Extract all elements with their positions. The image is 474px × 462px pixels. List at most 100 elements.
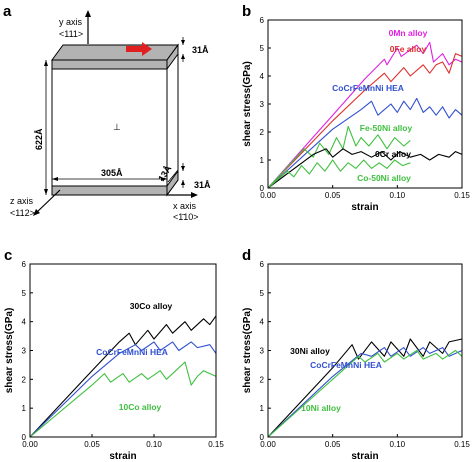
x-tick-label: 0.10	[146, 440, 162, 449]
y-tick-label: 6	[260, 16, 265, 25]
width-label: 305Å	[101, 168, 123, 178]
series-label-d-0: 30Ni alloy	[290, 346, 330, 356]
series-line-b-0	[267, 41, 463, 189]
series-label-b-0: 0Mn alloy	[389, 28, 428, 38]
x-axis-direction: <1̄10>	[173, 212, 199, 222]
series-line-d-0	[267, 338, 463, 438]
width-arrowhead-left-icon	[52, 177, 58, 181]
height-label: 622Å	[34, 128, 44, 150]
bottom-slab-side	[166, 169, 179, 197]
top-slab-thickness: 31Å	[192, 45, 209, 55]
y-tick-label: 2	[260, 375, 265, 384]
height-arrowhead-top-icon	[44, 60, 48, 66]
y-tick-label: 2	[260, 128, 265, 137]
series-line-c-1	[29, 341, 217, 438]
series-line-c-0	[29, 315, 217, 438]
y-tick-label: 1	[22, 404, 27, 413]
x-tick-label: 0.05	[84, 440, 100, 449]
series-label-b-2: CoCrFeMnNi HEA	[332, 83, 404, 93]
y-tick-label: 5	[260, 289, 265, 298]
series-label-d-1: CoCrFeMnNi HEA	[310, 360, 382, 370]
y-tick-label: 3	[260, 347, 265, 356]
panel-label-b: b	[242, 3, 251, 20]
y-tick-label: 4	[260, 72, 265, 81]
y-tick-label: 0	[260, 184, 265, 193]
z-axis-direction: <112>	[10, 208, 35, 218]
y-axis-title-b: shear stress(GPa)	[242, 61, 253, 147]
series-label-c-0: 30Co alloy	[130, 301, 173, 311]
series-line-b-4	[267, 148, 463, 189]
panel-label-d: d	[242, 247, 251, 264]
series-line-c-2	[29, 361, 217, 438]
bottom-slab-arrowhead-icon	[181, 166, 185, 171]
shear-direction-arrow-icon	[126, 42, 152, 56]
chart-panel-c: c 0.00 0.05 0.10 0.15 0 1 2 3 4 5 6 strain shear stre…	[4, 247, 224, 462]
x-tick-label: 0.15	[208, 440, 224, 449]
bottom-slab	[51, 185, 168, 196]
x-tick-label: 0.05	[325, 191, 341, 200]
x-tick-label: 0.05	[325, 440, 341, 449]
y-tick-label: 5	[260, 44, 265, 53]
y-tick-label: 0	[260, 433, 265, 442]
plot-frame-b	[267, 19, 463, 189]
series-label-d-2: 10Ni alloy	[301, 403, 341, 413]
series-line-d-1	[267, 347, 463, 438]
x-axis-title-b: strain	[351, 202, 378, 213]
y-tick-label: 6	[22, 260, 27, 269]
series-line-b-3	[267, 125, 411, 189]
x-axis-arrowhead-icon	[191, 192, 198, 198]
series-line-d-2	[267, 349, 463, 438]
chart-panel-d: d 0.00 0.05 0.10 0.15 0 1 2 3 4 5 6 strain shear stre…	[242, 247, 470, 462]
box-top-face	[51, 44, 179, 61]
bottom-slab-thickness: 31Å	[194, 180, 211, 190]
series-line-b-1	[267, 53, 463, 189]
x-axis-title-c: strain	[109, 451, 136, 462]
dislocation-symbol: ⊥	[113, 122, 121, 132]
x-tick-label: 0.00	[260, 440, 276, 449]
panel-label-a: a	[3, 3, 12, 20]
series-label-b-5: Co-50Ni alloy	[357, 173, 411, 183]
y-tick-label: 1	[260, 156, 265, 165]
y-tick-label: 0	[22, 433, 27, 442]
height-arrowhead-bottom-icon	[44, 189, 48, 195]
y-axis-direction: <111>	[59, 29, 83, 39]
x-axis-label: x axis	[173, 201, 197, 211]
y-axis-label: y axis	[59, 17, 83, 27]
series-label-c-1: CoCrFeMnNi HEA	[96, 347, 168, 357]
y-axis-arrowhead-icon	[85, 10, 91, 17]
panel-label-c: c	[4, 247, 12, 264]
z-axis-label: z axis	[10, 196, 34, 206]
x-tick-label: 0.10	[390, 191, 406, 200]
y-tick-label: 5	[22, 289, 27, 298]
series-line-b-5	[267, 159, 411, 189]
y-tick-label: 3	[22, 347, 27, 356]
z-axis-arrow	[35, 189, 61, 214]
x-tick-label: 0.00	[260, 191, 276, 200]
top-slab-arrowhead-lower-icon	[181, 54, 185, 59]
series-label-b-3: Fe-50Ni alloy	[360, 123, 413, 133]
top-slab-arrowhead-icon	[181, 40, 185, 45]
width-arrowhead-right-icon	[161, 177, 167, 181]
y-tick-label: 2	[22, 375, 27, 384]
series-label-b-1: 0Fe alloy	[390, 44, 427, 54]
x-tick-label: 0.10	[390, 440, 406, 449]
y-tick-label: 6	[260, 260, 265, 269]
y-tick-label: 4	[260, 318, 265, 327]
chart-panel-b: b 0.00 0.05 0.10 0.15 0 1 2 3 4 5 6 strain shear stre…	[242, 3, 470, 213]
series-line-b-2	[267, 97, 463, 189]
top-slab-side	[166, 43, 179, 71]
x-tick-label: 0.00	[22, 440, 38, 449]
box-front-face	[51, 59, 168, 196]
series-label-b-4: 0Cr alloy	[375, 149, 411, 159]
depth-dimension-line	[167, 169, 179, 183]
top-slab	[51, 59, 168, 70]
bottom-slab-arrowhead-lower-icon	[181, 180, 185, 185]
y-axis-title-c: shear stress(GPa)	[4, 308, 15, 394]
x-tick-label: 0.15	[454, 191, 470, 200]
x-tick-label: 0.15	[454, 440, 470, 449]
y-tick-label: 1	[260, 404, 265, 413]
y-tick-label: 4	[22, 318, 27, 327]
z-axis-arrowhead-icon	[33, 209, 40, 216]
x-axis-title-d: strain	[351, 451, 378, 462]
